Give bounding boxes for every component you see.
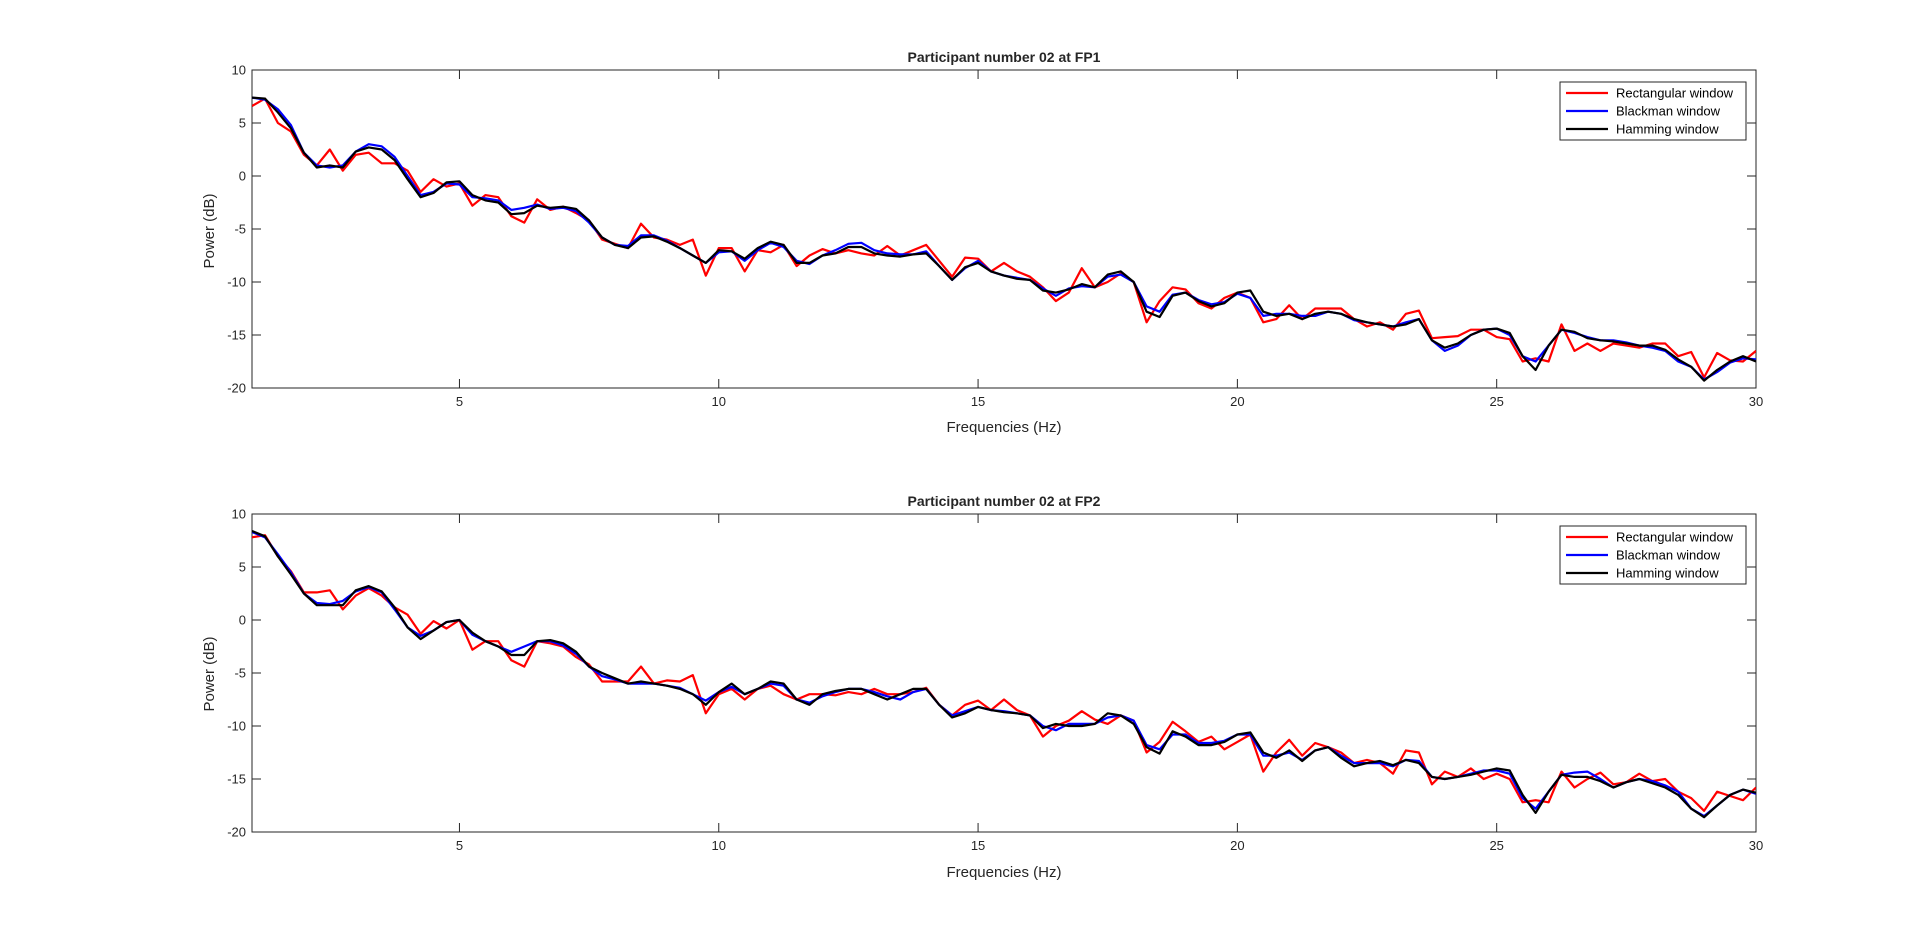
x-tick-label: 5 — [456, 838, 463, 853]
legend-entry: Hamming window — [1616, 566, 1719, 581]
y-tick-label: 10 — [232, 507, 246, 522]
y-tick-label: -5 — [234, 222, 246, 237]
x-axis-label: Frequencies (Hz) — [946, 864, 1061, 881]
legend: Rectangular window Blackman window Hamming… — [1559, 525, 1747, 585]
x-tick-label: 20 — [1230, 394, 1244, 409]
y-tick-label: -15 — [227, 772, 246, 787]
x-tick-label: 5 — [456, 394, 463, 409]
legend-entry: Blackman window — [1616, 104, 1721, 119]
x-tick-label: 20 — [1230, 838, 1244, 853]
chart-title: Participant number 02 at FP1 — [908, 49, 1101, 65]
plot-fp2: Participant number 02 at FP2 Frequencies… — [201, 493, 1763, 881]
legend-entry: Hamming window — [1616, 122, 1719, 137]
x-axis-label: Frequencies (Hz) — [946, 419, 1061, 436]
x-tick-label: 10 — [712, 394, 726, 409]
y-tick-label: 0 — [239, 613, 246, 628]
y-tick-label: 5 — [239, 116, 246, 131]
plot-fp1: Participant number 02 at FP1 Frequencies… — [201, 49, 1763, 436]
y-tick-label: -20 — [227, 381, 246, 396]
y-tick-label: -20 — [227, 825, 246, 840]
x-tick-label: 30 — [1749, 838, 1763, 853]
y-tick-label: -5 — [234, 666, 246, 681]
y-tick-label: 0 — [239, 169, 246, 184]
x-tick-label: 10 — [712, 838, 726, 853]
legend-entry: Rectangular window — [1616, 530, 1734, 545]
y-tick-label: -10 — [227, 719, 246, 734]
legend: Rectangular window Blackman window Hamming… — [1559, 81, 1747, 141]
x-tick-label: 30 — [1749, 394, 1763, 409]
y-tick-label: 10 — [232, 63, 246, 78]
series-line-hamming-window — [252, 529, 1756, 819]
series-line-hamming-window — [252, 96, 1756, 382]
x-tick-label: 25 — [1489, 838, 1503, 853]
plot-area — [251, 513, 1757, 833]
y-axis-label: Power (dB) — [201, 636, 218, 711]
legend-entry: Rectangular window — [1616, 86, 1734, 101]
y-tick-label: -10 — [227, 275, 246, 290]
legend-entry: Blackman window — [1616, 548, 1721, 563]
y-tick-label: -15 — [227, 328, 246, 343]
plot-area — [251, 69, 1757, 389]
y-tick-label: 5 — [239, 560, 246, 575]
x-tick-label: 25 — [1489, 394, 1503, 409]
y-axis-label: Power (dB) — [201, 193, 218, 268]
chart-title: Participant number 02 at FP2 — [908, 493, 1101, 509]
x-tick-label: 15 — [971, 838, 985, 853]
x-tick-label: 15 — [971, 394, 985, 409]
